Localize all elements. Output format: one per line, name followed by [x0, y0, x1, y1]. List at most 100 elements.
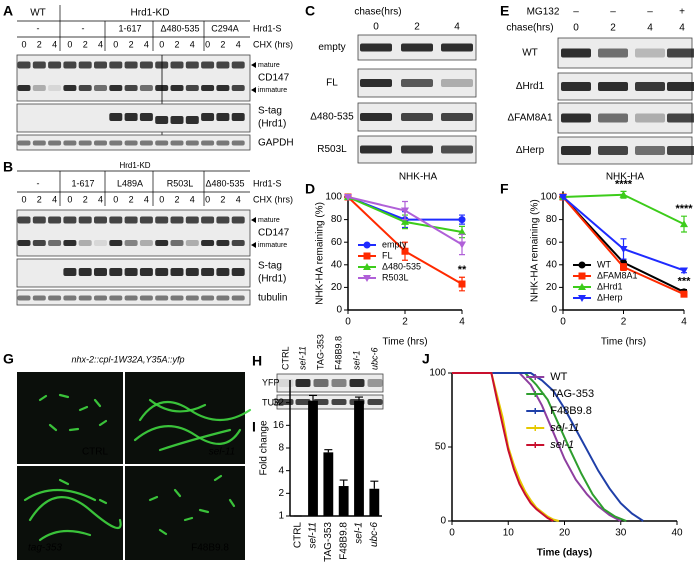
- legend-marker: [578, 295, 586, 302]
- worm: [23, 489, 97, 502]
- label: S-tag: [258, 106, 282, 117]
- label: TUB: [262, 397, 280, 407]
- label: Δ480-535: [205, 178, 244, 188]
- y-tick-label: 80: [546, 214, 558, 225]
- y-tick-label: 20: [546, 282, 558, 293]
- label: 0: [159, 39, 164, 49]
- band: [441, 79, 473, 87]
- band: [185, 268, 199, 276]
- label: 4: [679, 23, 685, 34]
- label: chase(hrs): [354, 7, 401, 18]
- band: [667, 146, 694, 155]
- y-tick-label: 20: [331, 282, 343, 293]
- band: [201, 240, 215, 246]
- error-bar: [370, 480, 379, 489]
- error-bar: [355, 396, 363, 401]
- band: [155, 240, 169, 246]
- band: [231, 216, 245, 224]
- error-bar: [309, 394, 317, 401]
- y-tick-label: 0: [336, 305, 342, 316]
- label: 4: [647, 23, 653, 34]
- legend-label: sel-11: [550, 422, 579, 434]
- label: 2: [174, 39, 179, 49]
- band: [48, 240, 62, 246]
- label: 0: [373, 22, 379, 33]
- label: (Hrd1): [258, 274, 286, 285]
- worm: [58, 478, 70, 486]
- y-tick-label: 16: [273, 420, 285, 431]
- y-tick-label: 2: [278, 488, 284, 499]
- band: [185, 140, 199, 146]
- x-tick-label: 30: [615, 528, 627, 539]
- x-axis-label: Time (hrs): [601, 337, 646, 348]
- y-tick-label: 50: [435, 442, 447, 453]
- x-tick-label: sel-1: [354, 522, 365, 544]
- band: [124, 240, 138, 246]
- y-tick-label: 100: [429, 368, 446, 379]
- label: Hrd1-S: [253, 178, 282, 188]
- label: sel-11: [297, 346, 307, 370]
- band: [561, 146, 591, 155]
- band: [17, 140, 31, 146]
- worm: [38, 529, 92, 542]
- label: 2: [220, 39, 225, 49]
- legend-label: ΔHerp: [597, 292, 623, 302]
- label: CHX (hrs): [253, 39, 293, 49]
- arrow: [251, 217, 256, 223]
- band: [295, 379, 311, 387]
- marker: [401, 217, 409, 225]
- label: 4: [236, 194, 241, 204]
- worm: [78, 405, 89, 412]
- label: NHK-HA: [606, 172, 645, 183]
- label: –: [647, 7, 653, 18]
- band: [360, 113, 392, 121]
- marker: [680, 220, 688, 228]
- marker: [401, 207, 409, 215]
- legend-label: WT: [597, 259, 611, 269]
- band: [561, 82, 591, 91]
- label: F48B9.8: [333, 336, 343, 370]
- band: [185, 216, 199, 224]
- label: CD147: [258, 228, 290, 239]
- label: TAG-353: [315, 334, 325, 370]
- panel-label: E: [500, 3, 509, 19]
- x-tick-label: 10: [503, 528, 515, 539]
- x-tick-label: 4: [681, 317, 687, 328]
- label: sel-11: [209, 447, 236, 458]
- series-line: [452, 372, 644, 522]
- panel-label: J: [422, 351, 430, 367]
- label: C294A: [211, 23, 239, 33]
- label: ΔFAM8A1: [507, 113, 552, 124]
- label: S-tag: [258, 261, 282, 272]
- panel-label: D: [305, 181, 315, 197]
- label: 1-617: [71, 178, 94, 188]
- band: [124, 113, 138, 121]
- band: [331, 399, 347, 405]
- bar: [354, 400, 364, 516]
- x-tick-label: 2: [402, 317, 408, 328]
- bar: [369, 488, 380, 516]
- band: [32, 240, 46, 246]
- label: -: [37, 178, 40, 188]
- label: 0: [205, 39, 210, 49]
- legend-label: sel-1: [550, 439, 574, 451]
- band: [295, 399, 311, 405]
- y-tick-label: 100: [540, 192, 557, 203]
- label: -: [82, 23, 85, 33]
- worm: [213, 474, 223, 482]
- band: [201, 113, 215, 121]
- band: [170, 116, 184, 124]
- band: [139, 140, 153, 146]
- label: Hrd1-S: [253, 23, 282, 33]
- band: [667, 113, 694, 123]
- label: 0: [159, 194, 164, 204]
- marker: [680, 290, 688, 298]
- label: 4: [236, 39, 241, 49]
- label: 4: [454, 22, 460, 33]
- label: CTRL: [280, 346, 290, 370]
- marker: [458, 216, 466, 224]
- legend-label: TAG-353: [550, 388, 594, 400]
- label: 4: [144, 39, 149, 49]
- band: [139, 61, 153, 69]
- band: [635, 48, 665, 58]
